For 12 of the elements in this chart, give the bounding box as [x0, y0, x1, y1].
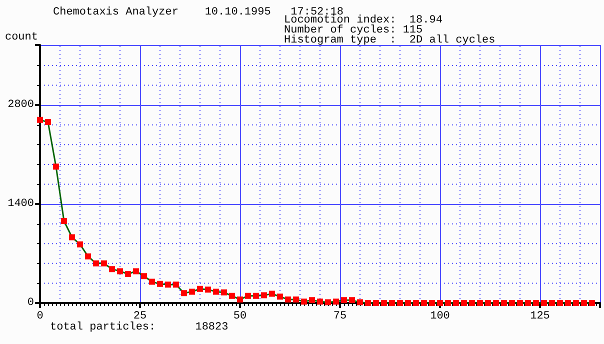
annotation: Histogram type : 2D all cycles — [284, 34, 496, 46]
y-tick-label: 2800 — [8, 99, 34, 112]
x-tick-label: 50 — [233, 310, 247, 322]
y-axis-title: count — [4, 32, 38, 44]
x-tick-label: 75 — [333, 310, 347, 322]
y-tick-label: 0 — [27, 297, 34, 309]
x-tick-label: 100 — [430, 310, 450, 322]
x-tick-label: 0 — [36, 310, 44, 322]
y-tick-label: 1400 — [8, 198, 34, 210]
text: total particles: 18823 — [50, 322, 228, 334]
x-tick-label: 25 — [133, 310, 147, 322]
x-tick-label: 125 — [530, 310, 550, 322]
